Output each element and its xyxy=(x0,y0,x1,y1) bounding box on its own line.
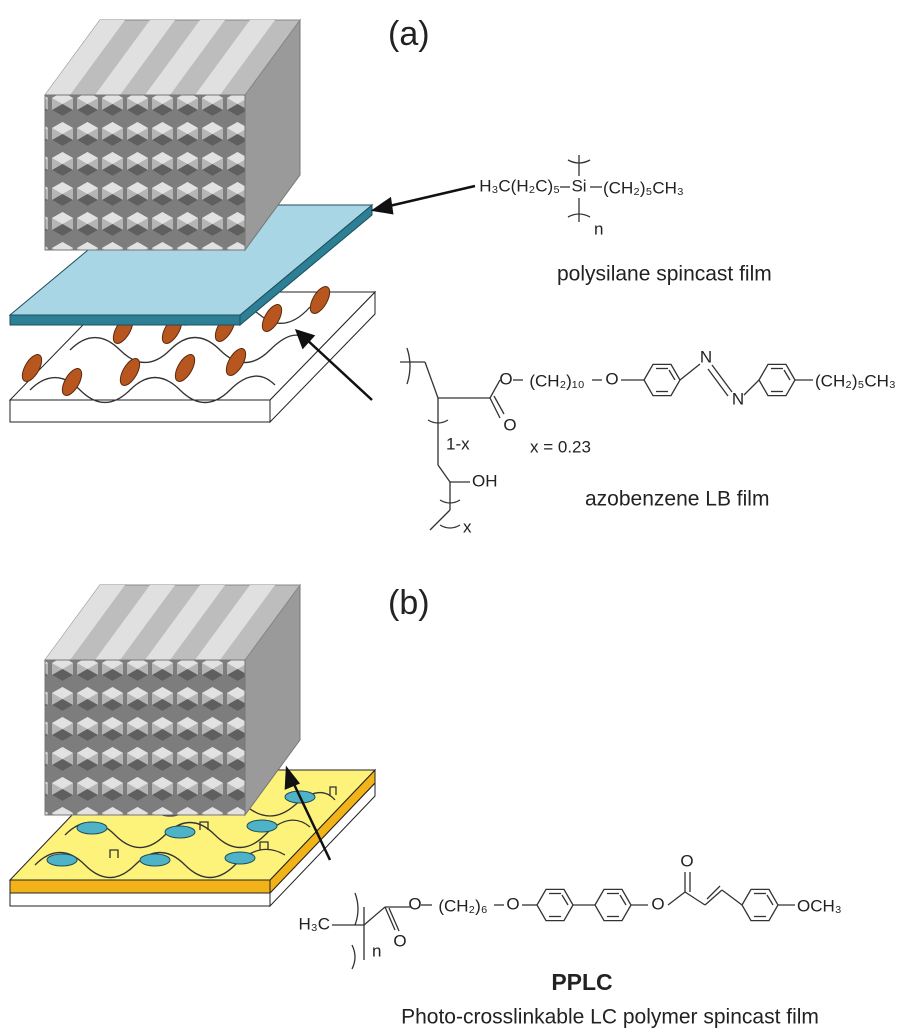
chem-group: (CH₂)₁₀ xyxy=(529,371,584,390)
diagram: (a) H₃C(H₂C)₅ Si (CH₂)₅CH₃ n polysilane … xyxy=(0,0,916,1031)
chem-atom: O xyxy=(651,894,664,913)
chem-group: OH xyxy=(472,471,498,490)
chem-atom: O xyxy=(499,369,512,388)
honeycomb-block-a xyxy=(45,20,300,250)
page: (a) H₃C(H₂C)₅ Si (CH₂)₅CH₃ n polysilane … xyxy=(0,0,916,1031)
chem-atom: O xyxy=(503,415,516,434)
panel-label: (a) xyxy=(388,15,430,53)
chem-atom: O xyxy=(408,894,421,913)
chem-group: OCH₃ xyxy=(797,896,842,915)
chem-group: (CH₂)₅CH₃ xyxy=(603,178,684,197)
chem-atom: Si xyxy=(571,176,586,195)
pplc-structure: H₃C O (CH₂)₆ O O O OCH₃ n O xyxy=(299,851,842,969)
chem-atom: O xyxy=(680,851,693,870)
chem-group: (CH₂)₆ xyxy=(438,896,487,915)
caption: azobenzene LB film xyxy=(585,488,769,511)
polysilane-structure: H₃C(H₂C)₅ Si (CH₂)₅CH₃ n xyxy=(479,155,684,238)
honeycomb-block-b xyxy=(45,585,300,815)
compound-name: PPLC xyxy=(551,969,612,995)
chem-atom: N xyxy=(700,347,712,366)
chem-atom: O xyxy=(393,931,406,950)
chem-atom: O xyxy=(605,369,618,388)
repeat-index: n xyxy=(594,219,603,238)
caption: Photo-crosslinkable LC polymer spincast … xyxy=(401,1006,819,1029)
chem-atom: O xyxy=(506,894,519,913)
chem-group: H₃C xyxy=(299,914,330,933)
chem-group: (CH₂)₅CH₃ xyxy=(815,371,896,390)
chem-atom: N xyxy=(732,389,744,408)
repeat-index: x xyxy=(463,517,472,536)
chem-group: H₃C(H₂C)₅ xyxy=(479,176,560,195)
repeat-index: n xyxy=(372,941,381,960)
fraction: x = 0.23 xyxy=(530,437,591,456)
repeat-index: 1-x xyxy=(446,434,470,453)
caption: polysilane spincast film xyxy=(557,263,772,286)
panel-label: (b) xyxy=(388,584,430,622)
